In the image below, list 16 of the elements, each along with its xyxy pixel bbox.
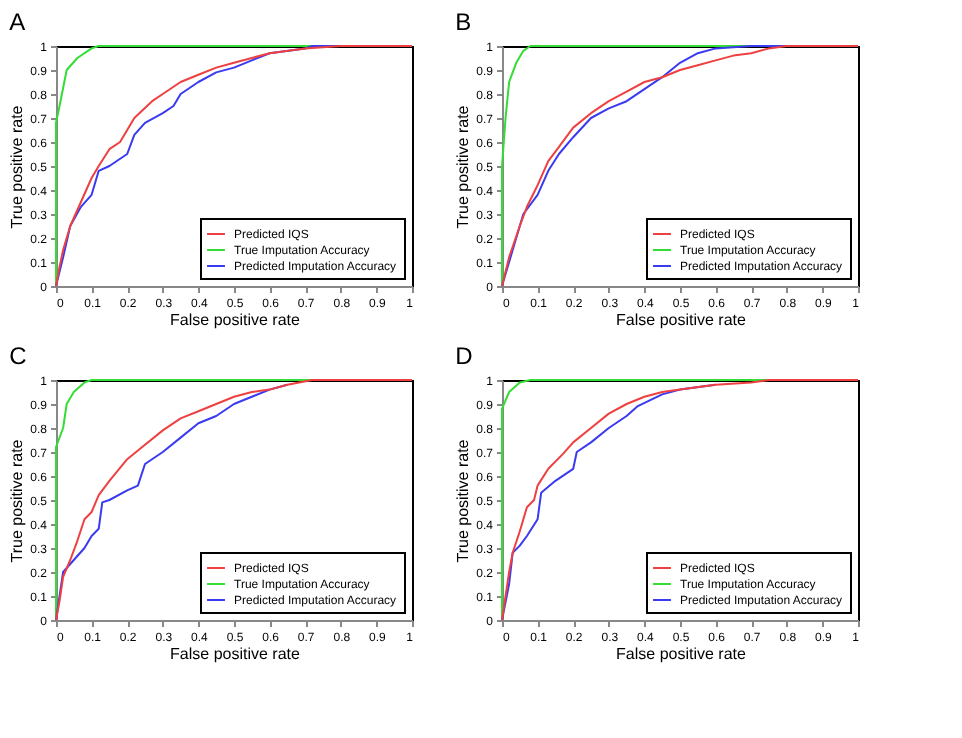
x-axis-title: False positive rate — [170, 645, 302, 663]
chart-title: C — [9, 342, 28, 370]
y-axis-title: True positive rate — [8, 438, 27, 563]
line-series — [55, 379, 413, 621]
x-axis-title: False positive rate — [616, 645, 748, 663]
line-series — [501, 45, 859, 287]
y-axis-title: True positive rate — [8, 104, 27, 229]
x-axis-title: False positive rate — [616, 311, 748, 329]
line-series — [501, 379, 859, 621]
y-axis-title: True positive rate — [454, 438, 473, 563]
chart-title: B — [455, 8, 472, 36]
line-series — [55, 45, 413, 287]
y-axis-title: True positive rate — [454, 104, 473, 229]
chart-title: A — [9, 8, 26, 36]
chart-title: D — [455, 342, 474, 370]
x-axis-title: False positive rate — [170, 311, 302, 329]
